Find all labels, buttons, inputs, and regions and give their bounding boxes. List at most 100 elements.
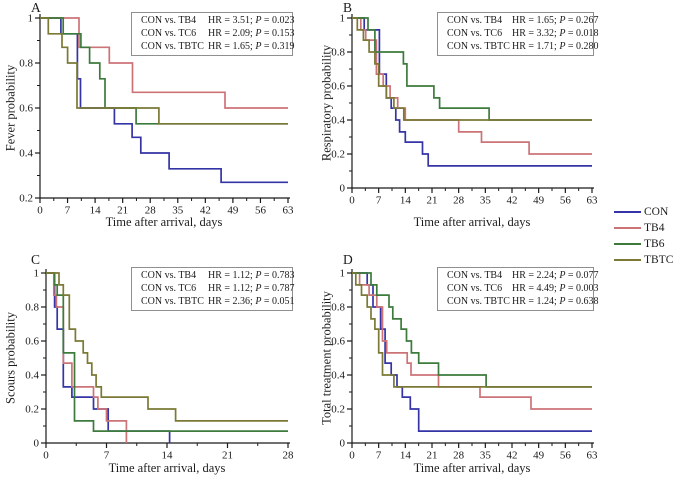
panel-A-curve-TBTC bbox=[40, 17, 288, 125]
legend-label-tb4: TB4 bbox=[644, 222, 665, 234]
x-tick-label: 7 bbox=[104, 450, 110, 462]
y-tick-label: 0.8 bbox=[19, 58, 33, 70]
y-tick-label: 0.4 bbox=[331, 370, 345, 382]
panel-d-x-axis-title: Time after arrival, days bbox=[413, 461, 531, 475]
panel-b-y-axis-title: Respiratory probability bbox=[319, 44, 334, 162]
panel-A: 0 7 14 21 28 35 42 49 56 63 0.2 0.4 0.6 0.8 1 bbox=[19, 13, 294, 217]
hr-row: CON vs. TBTC HR = 1.24; P = 0.638 bbox=[447, 296, 599, 307]
panel-B-curve-TB6 bbox=[352, 17, 592, 121]
tbtc-line-swatch bbox=[614, 259, 641, 261]
panel-B-curve-TBTC bbox=[352, 17, 592, 121]
x-tick-label: 35 bbox=[172, 205, 184, 217]
y-tick-label: 1 bbox=[28, 13, 34, 25]
x-tick-label: 14 bbox=[400, 450, 412, 462]
panel-A-curve-TB4 bbox=[40, 17, 288, 109]
panel-D-curve-TB6 bbox=[352, 272, 592, 388]
tb6-line-swatch bbox=[614, 243, 641, 245]
panel-b-x-axis-title: Time after arrival, days bbox=[413, 215, 531, 229]
x-tick-label: 14 bbox=[90, 205, 102, 217]
x-tick-label: 21 bbox=[222, 450, 233, 462]
y-tick-label: 0.6 bbox=[19, 103, 33, 115]
y-tick-label: 0 bbox=[340, 438, 346, 450]
legend-label-con: CON bbox=[644, 206, 669, 218]
y-tick-label: 0.8 bbox=[25, 302, 39, 314]
panel-B: 0 7 14 21 28 35 42 49 56 63 0 0.2 0.4 0.6 0.8 1 bbox=[331, 13, 598, 207]
panel-D-curve-TB4 bbox=[352, 272, 592, 410]
x-tick-label: 28 bbox=[453, 450, 465, 462]
y-tick-label: 0.6 bbox=[331, 336, 345, 348]
panel-d-hazard-ratio-box: CON vs. TB4 HR = 2.24; P = 0.077 CON vs. … bbox=[437, 267, 599, 311]
panel-B-curve-CON bbox=[352, 17, 592, 167]
x-tick-label: 63 bbox=[587, 450, 599, 462]
x-tick-label: 14 bbox=[400, 195, 412, 207]
legend-item-con: CON bbox=[614, 204, 673, 220]
x-tick-label: 49 bbox=[227, 205, 239, 217]
x-tick-label: 56 bbox=[560, 195, 572, 207]
panel-a-x-axis-title: Time after arrival, days bbox=[105, 215, 223, 229]
y-tick-label: 1 bbox=[34, 268, 40, 280]
hr-row: CON vs. TC6 HR = 2.09; P = 0.153 bbox=[141, 28, 295, 39]
legend-label-tb6: TB6 bbox=[644, 238, 665, 250]
panel-a-y-axis-title: Fever probability bbox=[3, 64, 18, 152]
legend-item-tb6: TB6 bbox=[614, 236, 673, 252]
panel-D: 0 7 14 21 28 35 42 49 56 63 0 0.2 0.4 0.6 0.8 1 bbox=[331, 268, 598, 462]
legend-item-tb4: TB4 bbox=[614, 220, 673, 236]
x-tick-label: 0 bbox=[349, 450, 355, 462]
y-tick-label: 0 bbox=[340, 183, 346, 195]
panel-d-y-axis-title: Total treatment probability bbox=[319, 291, 334, 425]
y-tick-label: 0 bbox=[34, 438, 40, 450]
y-tick-label: 0.6 bbox=[331, 81, 345, 93]
x-tick-label: 56 bbox=[255, 205, 267, 217]
hr-row: CON vs. TBTC HR = 2.36; P = 0.051 bbox=[141, 296, 295, 307]
y-tick-label: 0.2 bbox=[19, 193, 33, 205]
x-tick-label: 7 bbox=[65, 205, 71, 217]
panel-b-hazard-ratio-box: CON vs. TB4 HR = 1.65; P = 0.267 CON vs. … bbox=[437, 12, 599, 56]
x-tick-label: 42 bbox=[507, 195, 518, 207]
x-tick-label: 0 bbox=[43, 450, 49, 462]
y-tick-label: 0.2 bbox=[25, 404, 39, 416]
legend-item-tbtc: TBTC bbox=[614, 252, 673, 268]
y-tick-label: 0.4 bbox=[19, 148, 33, 160]
x-tick-label: 14 bbox=[162, 450, 174, 462]
x-tick-label: 0 bbox=[37, 205, 43, 217]
hr-row: CON vs. TB4 HR = 3.51; P = 0.023 bbox=[141, 15, 295, 26]
panel-d-letter: D bbox=[343, 252, 353, 267]
y-tick-label: 0.2 bbox=[331, 149, 345, 161]
hr-row: CON vs. TC6 HR = 1.12; P = 0.787 bbox=[141, 283, 295, 294]
panel-D-curve-TBTC bbox=[352, 272, 592, 388]
x-tick-label: 56 bbox=[560, 450, 572, 462]
y-tick-label: 0.6 bbox=[25, 336, 39, 348]
x-tick-label: 28 bbox=[145, 205, 157, 217]
x-tick-label: 28 bbox=[453, 195, 465, 207]
x-tick-label: 21 bbox=[427, 195, 438, 207]
x-tick-label: 0 bbox=[349, 195, 355, 207]
hr-row: CON vs. TC6 HR = 3.32; P = 0.018 bbox=[447, 28, 599, 39]
panel-a-letter: A bbox=[31, 0, 41, 15]
x-tick-label: 7 bbox=[376, 450, 382, 462]
x-tick-label: 7 bbox=[376, 195, 382, 207]
panel-a-hazard-ratio-box: CON vs. TB4 HR = 3.51; P = 0.023 CON vs. … bbox=[131, 12, 295, 56]
hr-row: CON vs. TB4 HR = 2.24; P = 0.077 bbox=[447, 270, 599, 281]
x-tick-label: 28 bbox=[283, 450, 295, 462]
x-tick-label: 35 bbox=[480, 450, 492, 462]
x-tick-label: 21 bbox=[117, 205, 128, 217]
panel-b-letter: B bbox=[343, 0, 353, 15]
x-tick-label: 49 bbox=[533, 450, 545, 462]
panel-C-curve-TB4 bbox=[46, 272, 128, 443]
legend-label-tbtc: TBTC bbox=[644, 254, 674, 266]
y-tick-label: 0.8 bbox=[331, 302, 345, 314]
y-tick-label: 1 bbox=[340, 13, 346, 25]
hr-row: CON vs. TB4 HR = 1.12; P = 0.783 bbox=[141, 270, 295, 281]
panel-c-x-axis-title: Time after arrival, days bbox=[108, 461, 226, 475]
panel-C: 0 7 14 21 28 0 0.2 0.4 0.6 0.8 1 bbox=[25, 268, 294, 462]
x-tick-label: 63 bbox=[587, 195, 599, 207]
hr-row: CON vs. TBTC HR = 1.71; P = 0.280 bbox=[447, 41, 599, 52]
panel-c-hazard-ratio-box: CON vs. TB4 HR = 1.12; P = 0.783 CON vs. … bbox=[131, 267, 295, 311]
x-tick-label: 63 bbox=[283, 205, 295, 217]
panel-D-curve-CON bbox=[352, 272, 592, 432]
panel-C-curve-TBTC bbox=[46, 272, 288, 422]
panel-C-curve-TB6 bbox=[46, 272, 288, 432]
hr-row: CON vs. TC6 HR = 4.49; P = 0.003 bbox=[447, 283, 599, 294]
